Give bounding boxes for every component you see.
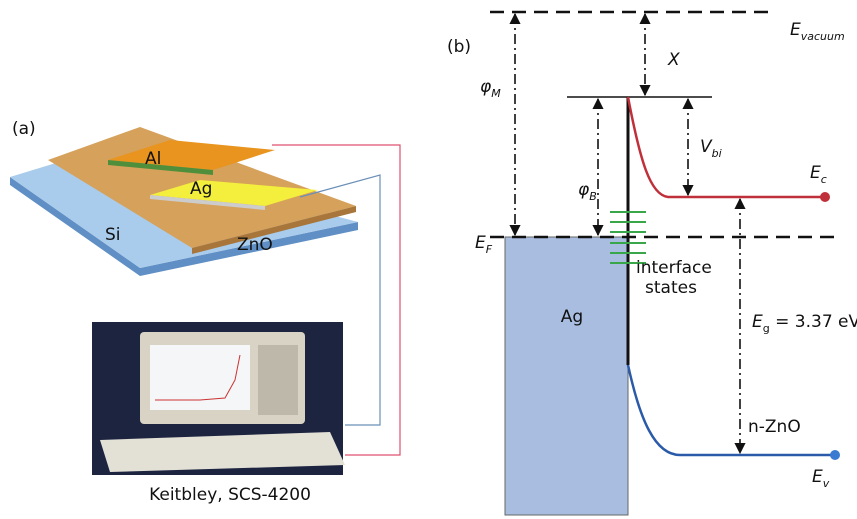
layer-label: ZnO [237, 235, 273, 255]
e-g-label: Eg = 3.37 eV [752, 312, 857, 335]
symbol: φ [578, 180, 590, 200]
symbol: E [752, 312, 763, 332]
layer-label: Al [145, 149, 161, 169]
symbol: E [790, 20, 801, 40]
subscript: c [821, 173, 827, 186]
panel-label: (a) [12, 119, 36, 139]
interface-label: states [645, 278, 697, 298]
value: = 3.37 eV [770, 312, 857, 332]
caption: Keitbley, SCS-4200 [149, 485, 311, 505]
chi-label: X [667, 50, 680, 70]
subscript: v [823, 477, 830, 490]
conduction-band [628, 97, 825, 197]
subscript: M [491, 87, 501, 100]
valence-band [628, 365, 835, 455]
panel-label: (b) [447, 37, 471, 57]
interface-label: interface [636, 258, 712, 278]
panel [258, 345, 298, 415]
e-c-label: Ec [810, 163, 827, 186]
subscript: vacuum [801, 30, 845, 43]
layer-label: Ag [190, 179, 212, 199]
symbol: φ [480, 77, 492, 97]
phi-m-label: φM [480, 77, 501, 100]
e-vacuum-label: Evacuum [790, 20, 845, 43]
symbol: E [812, 467, 823, 487]
vbi-label: Vbi [700, 137, 722, 160]
figure: (a) Al Ag ZnO Si Keitbley, SCS-4200 (b) … [0, 0, 857, 519]
instrument [92, 322, 345, 475]
symbol: E [810, 163, 821, 183]
metal-label: Ag [561, 307, 583, 327]
phi-b-label: φB [578, 180, 597, 203]
symbol: E [475, 233, 486, 253]
band-end [820, 192, 830, 202]
metal-block [505, 237, 628, 515]
layer-label: Si [105, 225, 121, 245]
subscript: B [589, 190, 597, 203]
semiconductor-label: n-ZnO [748, 417, 801, 437]
e-v-label: Ev [812, 467, 830, 490]
subscript: F [486, 243, 493, 256]
subscript: g [763, 322, 770, 335]
band-end [830, 450, 840, 460]
subscript: bi [712, 147, 722, 160]
